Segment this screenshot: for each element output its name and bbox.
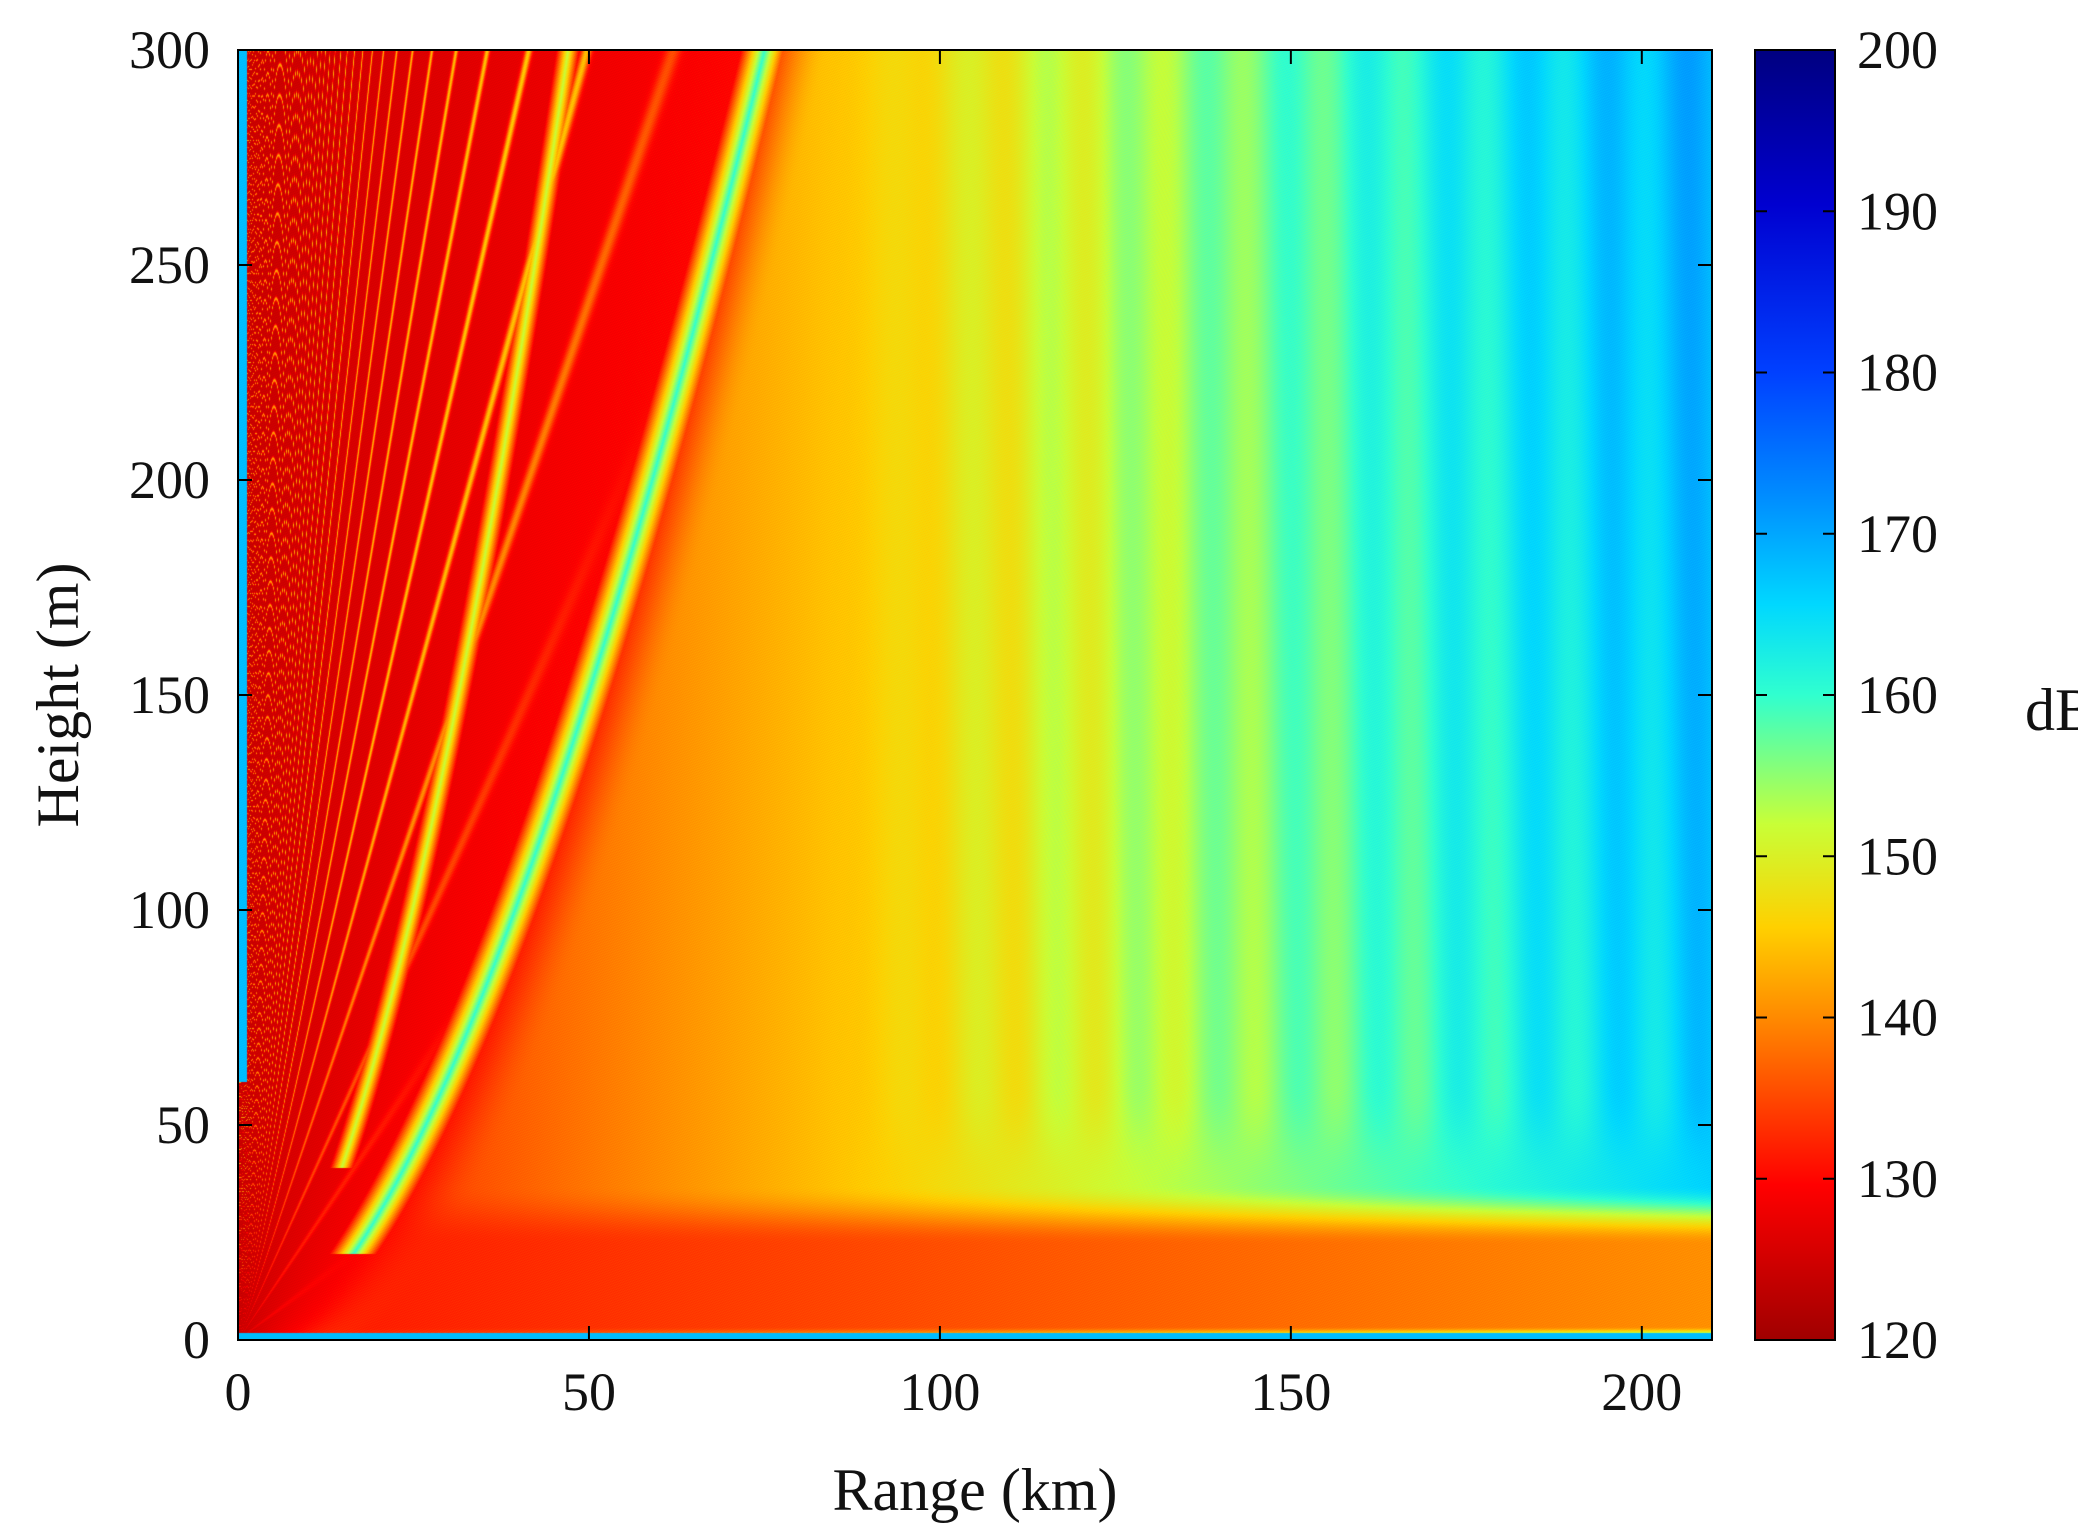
x-tick-label: 200 — [1601, 1362, 1682, 1422]
colorbar-tick-label: 120 — [1857, 1310, 1938, 1370]
y-tick-label: 300 — [129, 20, 210, 80]
colorbar-tick-label: 180 — [1857, 343, 1938, 403]
x-axis-label: Range (km) — [833, 1457, 1118, 1523]
colorbar-tick-label: 130 — [1857, 1149, 1938, 1209]
colorbar-tick-label: 150 — [1857, 826, 1938, 886]
heatmap-image — [238, 50, 1712, 1340]
y-tick-label: 50 — [156, 1095, 210, 1155]
colorbar-tick-label: 160 — [1857, 665, 1938, 725]
x-tick-label: 0 — [225, 1362, 252, 1422]
y-axis-label: Height (m) — [25, 563, 91, 828]
x-tick-label: 100 — [899, 1362, 980, 1422]
colorbar-ticks: 120 130 140 150 160 170 180 190 200 — [1755, 20, 1938, 1370]
y-axis-ticks: 0 50 100 150 200 250 300 — [129, 20, 1712, 1370]
colorbar-tick-label: 170 — [1857, 504, 1938, 564]
x-tick-label: 150 — [1250, 1362, 1331, 1422]
colorbar-tick-label: 140 — [1857, 988, 1938, 1048]
colorbar-tick-label: 190 — [1857, 181, 1938, 241]
colorbar-label: dB — [2025, 677, 2078, 743]
y-tick-label: 0 — [183, 1310, 210, 1370]
y-tick-label: 150 — [129, 665, 210, 725]
colorbar-tick-label: 200 — [1857, 20, 1938, 80]
x-tick-label: 50 — [562, 1362, 616, 1422]
y-tick-label: 200 — [129, 450, 210, 510]
x-axis-ticks: 0 50 100 150 200 — [225, 50, 1682, 1422]
y-tick-label: 250 — [129, 235, 210, 295]
y-tick-label: 100 — [129, 880, 210, 940]
